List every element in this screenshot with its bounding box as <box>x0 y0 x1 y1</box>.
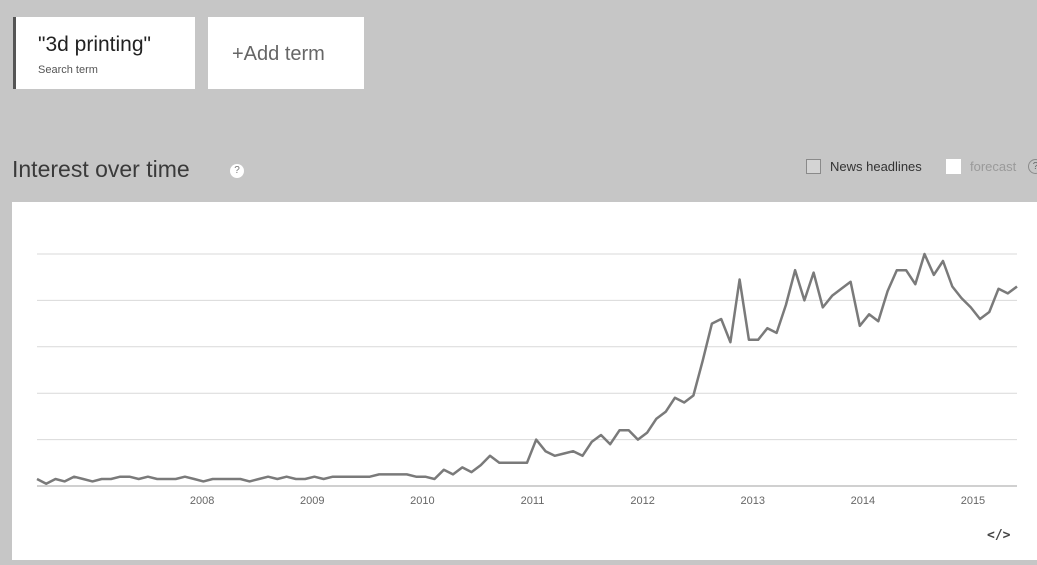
search-term-sublabel: Search term <box>38 64 98 76</box>
add-term-button[interactable]: +Add term <box>208 17 364 89</box>
forecast-checkbox[interactable] <box>946 159 961 174</box>
series-layer <box>36 252 1018 485</box>
x-tick-label: 2012 <box>630 495 654 507</box>
question-circle-icon[interactable]: ? <box>230 164 244 178</box>
forecast-help-icon[interactable]: ? <box>1028 159 1037 174</box>
search-term-label: "3d printing" <box>38 33 151 56</box>
embed-code-icon[interactable]: </> <box>987 528 1011 543</box>
x-tick-label: 2008 <box>190 495 214 507</box>
search-term-card[interactable]: "3d printing" Search term <box>13 17 195 89</box>
grid-lines <box>37 253 1017 487</box>
x-tick-label: 2009 <box>300 495 324 507</box>
news-headlines-label: News headlines <box>830 159 922 174</box>
news-headlines-checkbox[interactable] <box>806 159 821 174</box>
x-tick-label: 2010 <box>410 495 434 507</box>
section-title: Interest over time <box>12 156 190 182</box>
x-tick-label: 2011 <box>521 495 545 507</box>
interest-over-time-chart: 2008 2009 2010 2011 2012 2013 2014 2015 <box>36 252 1018 507</box>
x-tick-label: 2014 <box>851 495 875 507</box>
x-axis-ticks: 2008 2009 2010 2011 2012 2013 2014 2015 <box>190 495 985 507</box>
add-term-label: +Add term <box>232 43 325 65</box>
x-tick-label: 2013 <box>740 495 764 507</box>
chart-panel: 2008 2009 2010 2011 2012 2013 2014 2015 <box>12 202 1037 560</box>
x-tick-label: 2015 <box>961 495 985 507</box>
forecast-label: forecast <box>970 159 1017 174</box>
series-line <box>36 252 1018 485</box>
